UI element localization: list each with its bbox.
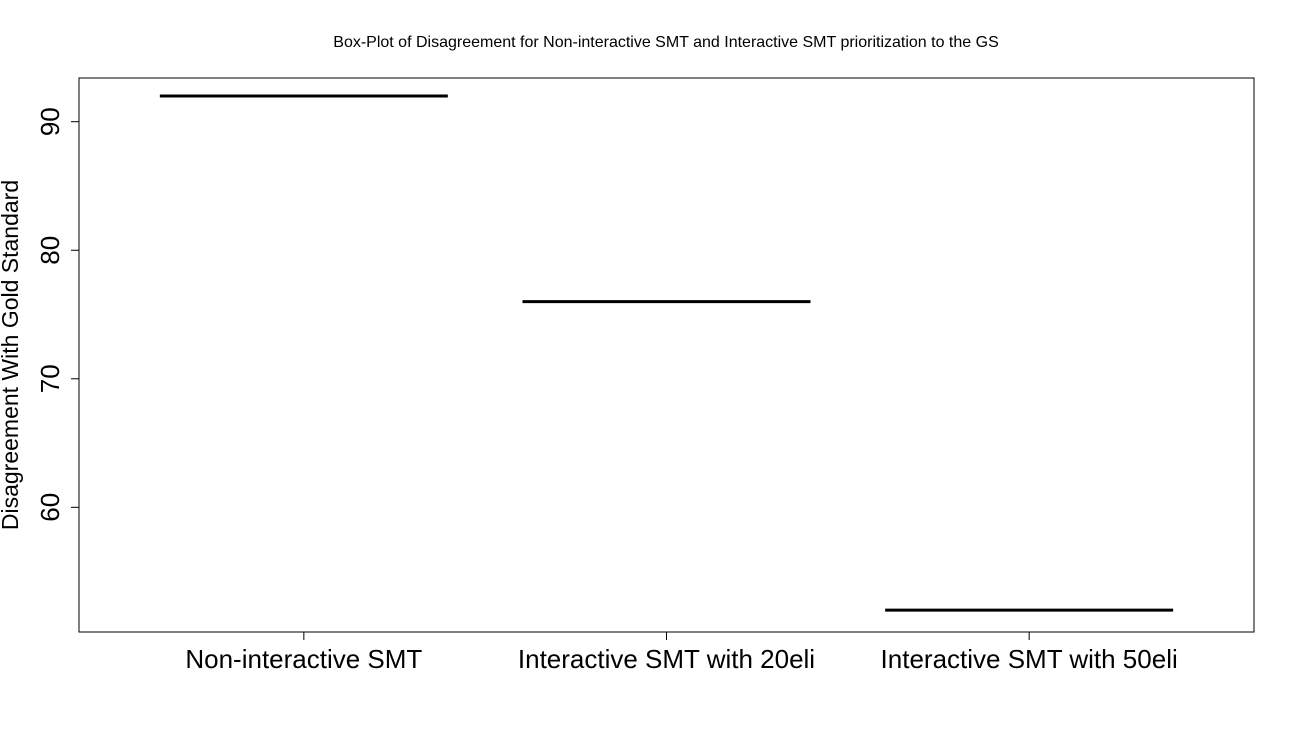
x-tick-label: Interactive SMT with 20eli	[518, 644, 815, 674]
y-tick-label: 60	[35, 493, 65, 522]
median-lines	[159, 94, 1174, 612]
plot-frame	[78, 77, 1255, 633]
x-axis: Non-interactive SMT Interactive SMT with …	[185, 632, 1178, 674]
y-tick-label: 80	[35, 236, 65, 265]
x-tick-label: Interactive SMT with 50eli	[881, 644, 1178, 674]
y-axis: 60 70 80 90	[35, 107, 79, 522]
y-axis-label: Disagreement With Gold Standard	[0, 180, 23, 530]
chart-title: Box-Plot of Disagreement for Non-interac…	[333, 34, 998, 51]
y-tick-label: 70	[35, 364, 65, 393]
x-tick-label: Non-interactive SMT	[185, 644, 422, 674]
y-tick-label: 90	[35, 107, 65, 136]
